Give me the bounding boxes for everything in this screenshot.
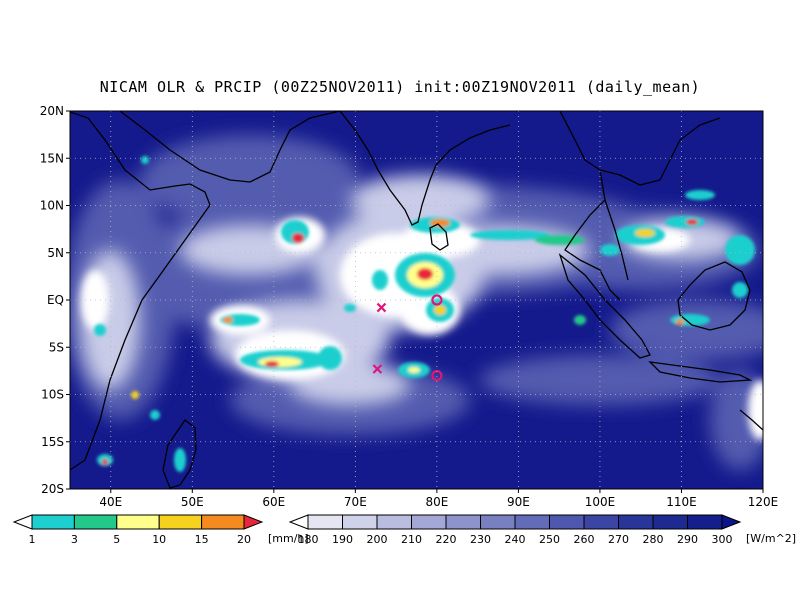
olr-colorbar-swatch	[687, 514, 723, 530]
y-tick-label: 15S	[41, 435, 64, 449]
precip-colorbar-swatch	[31, 514, 75, 530]
precip-colorbar-level-label: 5	[113, 533, 120, 546]
olr-colorbar-level-label: 230	[470, 533, 491, 546]
olr-colorbar-swatch	[480, 514, 516, 530]
precip-colorbar-swatch	[201, 514, 245, 530]
olr-colorbar-high-arrow	[721, 514, 742, 530]
olr-colorbar-swatch	[376, 514, 412, 530]
olr-colorbar-swatch	[652, 514, 688, 530]
coastline-arabia-persia	[119, 111, 341, 183]
y-tick-label: 5N	[47, 246, 64, 260]
x-tick-label: 70E	[344, 495, 367, 509]
map-title: NICAM OLR & PRCIP (00Z25NOV2011) init:00…	[99, 78, 701, 96]
olr-colorbar-level-label: 200	[367, 533, 388, 546]
olr-colorbar-level-label: 270	[608, 533, 629, 546]
coastline-borneo	[677, 261, 751, 331]
markers	[372, 294, 443, 382]
precip-colorbar-level-label: 10	[152, 533, 166, 546]
olr-colorbar-level-label: 260	[574, 533, 595, 546]
coastlines	[70, 111, 763, 489]
y-tick-label: 10S	[41, 388, 64, 402]
coastline-india	[339, 111, 511, 226]
coastline-srilanka	[429, 223, 449, 251]
coastline-australia	[739, 409, 763, 431]
y-axis: 20N 15N 10N 5N EQ 5S 10S 15S 20S	[40, 104, 70, 496]
olr-colorbar-swatch	[342, 514, 378, 530]
x-tick-label: 90E	[507, 495, 530, 509]
olr-colorbar-level-label: 280	[643, 533, 664, 546]
olr-colorbar-level-label: 190	[332, 533, 353, 546]
olr-colorbar-level-label: 210	[401, 533, 422, 546]
olr-colorbar-swatch	[514, 514, 550, 530]
olr-colorbar-level-label: 240	[505, 533, 526, 546]
olr-colorbar: 180 190 200 210 220 230 240 250 260 270 280 290 300 […	[288, 514, 796, 546]
precip-colorbar: 1 3 5 10 15 20 [mm/h]	[12, 514, 309, 546]
y-tick-label: 5S	[49, 340, 64, 354]
precip-colorbar-level-label: 1	[29, 533, 36, 546]
olr-colorbar-level-label: 290	[677, 533, 698, 546]
olr-colorbar-low-arrow	[288, 514, 309, 530]
x-axis: 40E 50E 60E 70E 80E 90E 100E 110E 120E	[99, 489, 778, 509]
olr-colorbar-swatch	[411, 514, 447, 530]
gridlines	[70, 111, 763, 489]
coastline-indochina	[599, 117, 721, 186]
storm-x-marker	[372, 364, 383, 374]
precip-colorbar-unit-label: [mm/h]	[268, 532, 309, 545]
olr-colorbar-swatch	[549, 514, 585, 530]
precip-colorbar-swatch	[116, 514, 160, 530]
coastline-madagascar	[162, 419, 197, 489]
y-tick-label: EQ	[47, 293, 64, 307]
y-tick-label: 10N	[40, 199, 64, 213]
precip-colorbar-swatch	[73, 514, 118, 530]
olr-colorbar-unit-label: [W/m^2]	[746, 532, 796, 545]
storm-circle-marker	[431, 294, 443, 306]
map-field	[70, 111, 763, 489]
olr-colorbar-swatch	[618, 514, 654, 530]
olr-colorbar-level-label: 180	[298, 533, 319, 546]
x-tick-label: 40E	[99, 495, 122, 509]
olr-colorbar-swatch	[307, 514, 343, 530]
storm-x-marker	[376, 302, 387, 313]
precip-colorbar-swatch	[158, 514, 203, 530]
x-tick-label: 50E	[181, 495, 204, 509]
precip-colorbar-level-label: 15	[195, 533, 209, 546]
precip-cells	[94, 156, 755, 472]
y-tick-label: 20S	[41, 482, 64, 496]
precip-colorbar-level-label: 3	[71, 533, 78, 546]
precip-colorbar-high-arrow	[243, 514, 264, 530]
x-tick-label: 110E	[666, 495, 697, 509]
olr-colorbar-swatch	[445, 514, 481, 530]
coastline-sumatra	[558, 253, 651, 359]
coastline-malay-peninsula	[604, 199, 629, 281]
coastline-java	[648, 361, 753, 383]
coastline-se-asia	[559, 111, 621, 301]
precip-colorbar-low-arrow	[12, 514, 33, 530]
y-tick-label: 20N	[40, 104, 64, 118]
olr-colorbar-level-label: 250	[539, 533, 560, 546]
coastline-africa-arabia	[70, 111, 211, 471]
olr-colorbar-level-label: 300	[712, 533, 733, 546]
x-tick-label: 120E	[748, 495, 779, 509]
x-tick-label: 60E	[262, 495, 285, 509]
olr-colorbar-level-label: 220	[436, 533, 457, 546]
olr-colorbar-swatch	[583, 514, 619, 530]
x-tick-label: 80E	[425, 495, 448, 509]
y-tick-label: 15N	[40, 151, 64, 165]
x-tick-label: 100E	[585, 495, 616, 509]
precip-colorbar-level-label: 20	[237, 533, 251, 546]
